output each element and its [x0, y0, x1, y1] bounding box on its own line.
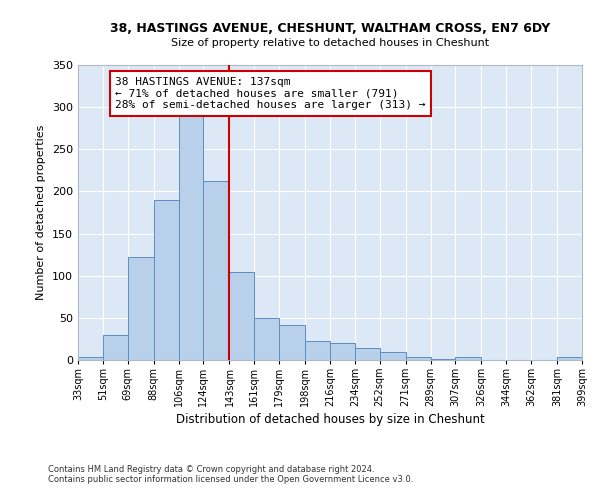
Bar [78, 356, 103, 360]
Text: Contains HM Land Registry data © Crown copyright and database right 2024.: Contains HM Land Registry data © Crown c… [48, 465, 374, 474]
Bar [455, 356, 481, 360]
Bar [154, 200, 179, 360]
Bar [406, 356, 431, 360]
Bar [254, 318, 279, 360]
Text: Size of property relative to detached houses in Cheshunt: Size of property relative to detached ho… [171, 38, 489, 48]
Bar [203, 182, 229, 360]
Text: Distribution of detached houses by size in Cheshunt: Distribution of detached houses by size … [176, 412, 484, 426]
Bar [305, 342, 330, 360]
Bar [330, 343, 355, 360]
Bar [279, 324, 305, 360]
Bar [355, 348, 380, 360]
Y-axis label: Number of detached properties: Number of detached properties [37, 125, 46, 300]
Bar [103, 334, 128, 360]
Bar [557, 356, 582, 360]
Text: Contains public sector information licensed under the Open Government Licence v3: Contains public sector information licen… [48, 475, 413, 484]
Text: 38, HASTINGS AVENUE, CHESHUNT, WALTHAM CROSS, EN7 6DY: 38, HASTINGS AVENUE, CHESHUNT, WALTHAM C… [110, 22, 550, 36]
Bar [128, 257, 154, 360]
Bar [229, 272, 254, 360]
Bar [431, 359, 455, 360]
Bar [582, 356, 600, 360]
Bar [380, 352, 406, 360]
Bar [179, 112, 203, 360]
Text: 38 HASTINGS AVENUE: 137sqm
← 71% of detached houses are smaller (791)
28% of sem: 38 HASTINGS AVENUE: 137sqm ← 71% of deta… [115, 77, 425, 110]
